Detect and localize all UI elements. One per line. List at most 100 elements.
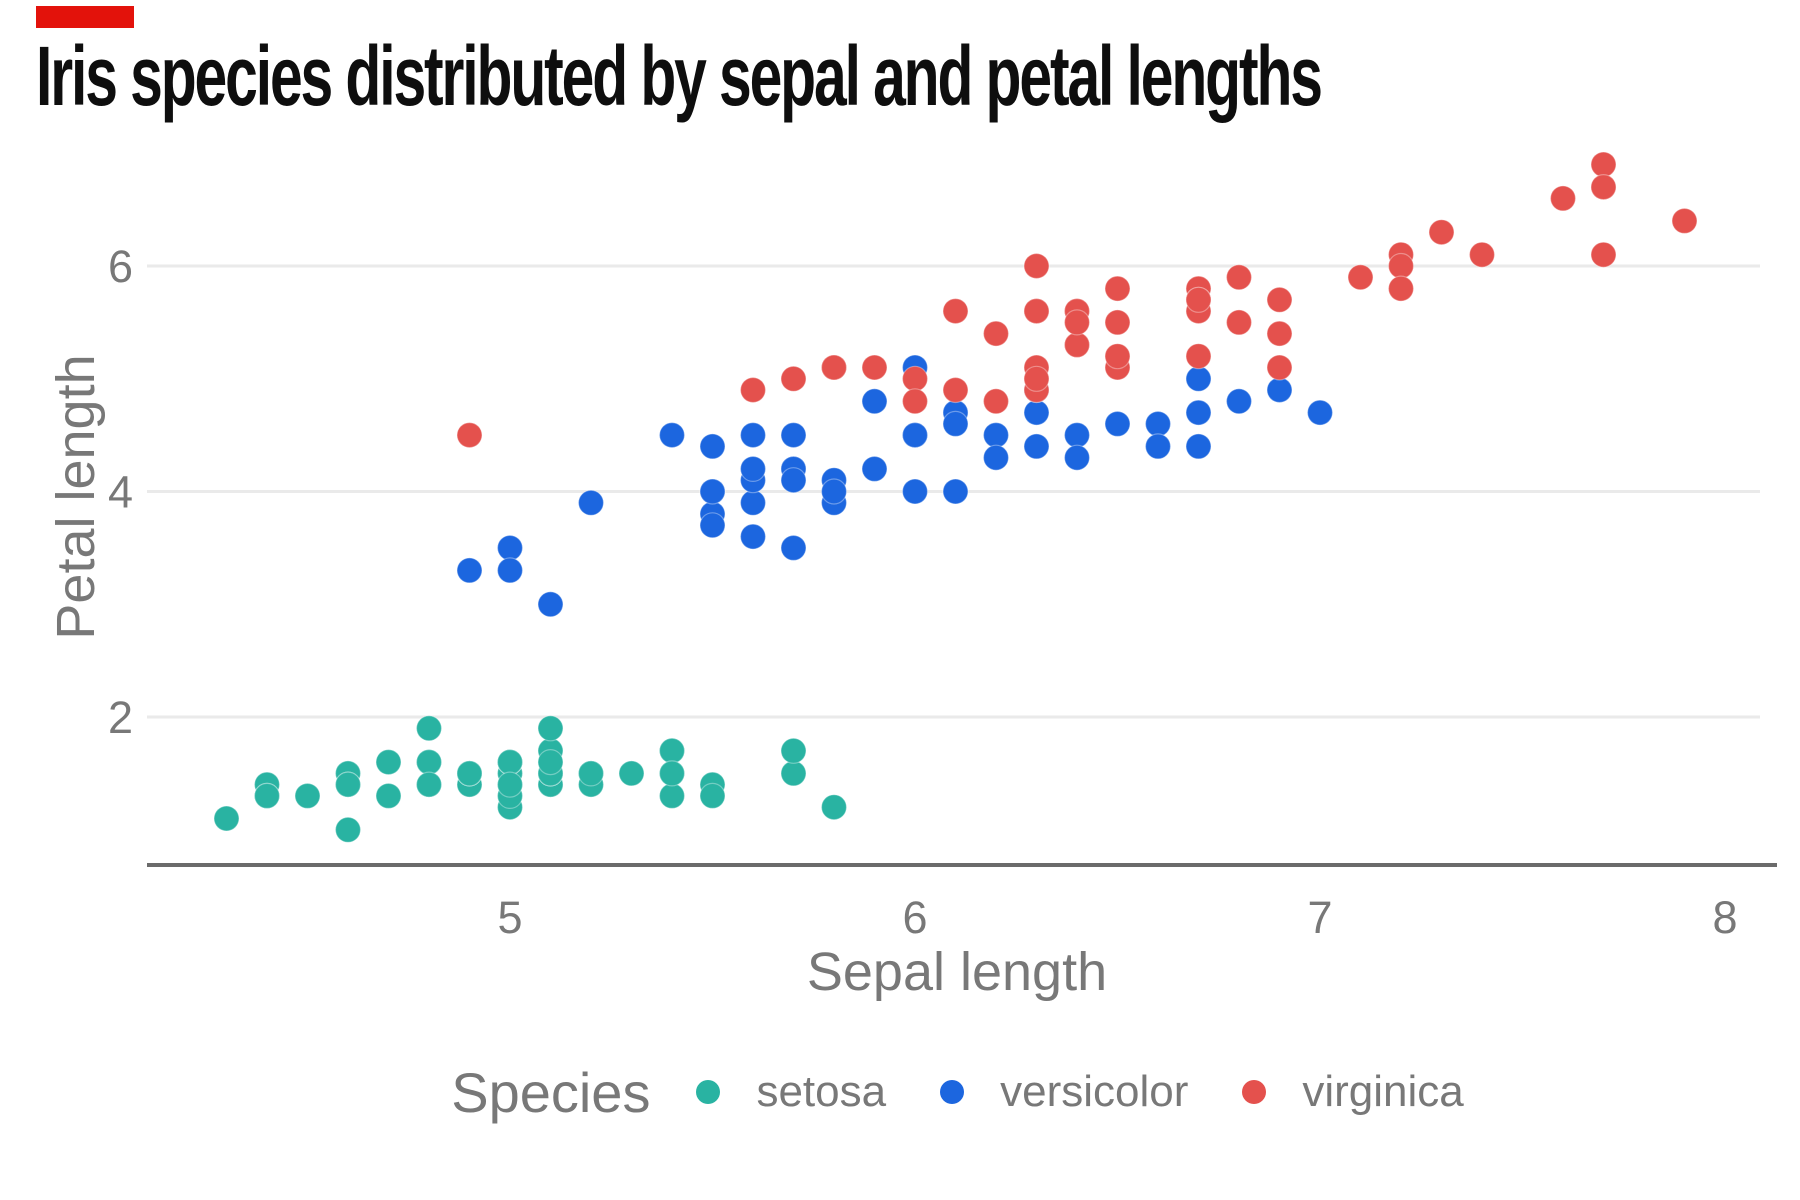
data-point-virginica [1063,309,1091,336]
data-point-setosa [375,748,402,776]
data-point-virginica [780,365,807,392]
data-point-virginica [861,354,888,381]
data-point-setosa [780,760,807,787]
legend: Species setosa versicolor virginica [147,1056,1768,1128]
data-point-virginica [456,422,483,449]
data-point-setosa [334,816,362,843]
chart-title-text: Iris species distributed by sepal and pe… [36,29,1323,123]
legend-item-virginica: virginica [1242,1067,1464,1117]
x-tick-label: 5 [497,892,522,943]
data-point-virginica [901,388,929,415]
legend-dot-icon [696,1080,721,1104]
data-point-virginica [1266,354,1293,381]
legend-dot-icon [940,1080,965,1104]
data-point-versicolor [658,422,686,449]
data-point-setosa [496,771,524,798]
data-point-versicolor [982,422,1010,449]
data-point-virginica [1185,286,1212,313]
data-point-versicolor [901,422,929,449]
data-point-virginica [1549,185,1577,212]
data-point-setosa [253,782,281,810]
data-point-virginica [1590,174,1617,201]
data-point-versicolor [1144,410,1172,437]
data-point-versicolor [1266,376,1293,404]
data-point-versicolor [861,388,888,415]
data-point-versicolor [739,422,767,449]
y-tick-label: 4 [108,467,133,518]
data-point-setosa [496,748,524,776]
data-point-versicolor [699,512,726,539]
data-point-versicolor [1185,365,1212,392]
data-point-virginica [1428,219,1455,246]
x-tick-label: 6 [902,892,927,943]
data-point-setosa [537,715,564,742]
data-point-virginica [1023,365,1050,392]
data-point-versicolor [1063,444,1091,471]
data-point-setosa [415,771,443,798]
data-point-virginica [820,354,848,381]
data-point-virginica [942,376,969,404]
data-point-versicolor [577,489,605,516]
data-point-versicolor [739,455,767,482]
data-point-versicolor [456,557,483,584]
data-point-versicolor [699,478,726,505]
data-point-virginica [1590,241,1617,268]
data-point-virginica [739,376,767,404]
x-tick-label: 8 [1712,892,1737,943]
data-point-virginica [1468,241,1496,268]
data-point-setosa [375,782,402,810]
data-point-versicolor [699,433,726,460]
data-point-setosa [577,760,605,787]
data-point-versicolor [901,478,929,505]
data-point-versicolor [982,444,1010,471]
x-tick-labels: 5 6 7 8 [497,892,1737,943]
y-axis-title: Petal length [46,354,106,639]
x-tick-label: 7 [1307,892,1332,943]
data-point-virginica [1023,298,1050,325]
data-point-virginica [1590,151,1617,178]
data-point-virginica [1387,275,1415,302]
data-point-virginica [1387,252,1415,280]
data-point-versicolor [820,478,848,505]
data-point-virginica [1671,207,1698,234]
data-point-versicolor [1104,410,1131,437]
data-point-virginica [982,388,1010,415]
data-point-setosa [658,782,686,810]
data-point-virginica [1104,343,1131,370]
legend-dot-icon [1242,1080,1267,1104]
data-point-versicolor [1023,433,1050,460]
data-point-virginica [1023,252,1050,280]
data-point-versicolor [1144,433,1172,460]
data-point-virginica [1225,264,1253,291]
data-point-versicolor [1185,399,1212,426]
legend-item-label: versicolor [1000,1067,1189,1116]
data-point-virginica [1266,320,1293,347]
legend-title: Species [451,1060,651,1124]
data-point-versicolor [780,467,807,494]
data-point-virginica [1347,264,1374,291]
scatter-plot: 2 4 6 5 6 7 8 Sepal length Petal length [46,151,1777,1002]
y-tick-label: 6 [108,241,133,292]
data-point-virginica [1185,343,1212,370]
data-points [213,151,1698,843]
data-point-versicolor [1225,388,1253,415]
data-point-setosa [415,748,443,776]
data-point-versicolor [780,534,807,562]
data-point-setosa [658,760,686,787]
data-point-versicolor [942,410,969,437]
data-point-versicolor [1306,399,1334,426]
data-point-setosa [415,715,443,742]
data-point-setosa [294,782,321,810]
data-point-virginica [1063,331,1091,358]
data-point-versicolor [1063,422,1091,449]
data-point-setosa [456,760,483,787]
data-point-versicolor [537,591,564,618]
legend-item-label: virginica [1302,1067,1464,1116]
data-point-setosa [780,737,807,764]
data-point-setosa [618,760,645,787]
data-point-virginica [1225,309,1253,336]
data-point-setosa [658,737,686,764]
data-point-virginica [942,298,969,325]
y-tick-label: 2 [108,692,133,743]
data-point-setosa [213,805,240,832]
